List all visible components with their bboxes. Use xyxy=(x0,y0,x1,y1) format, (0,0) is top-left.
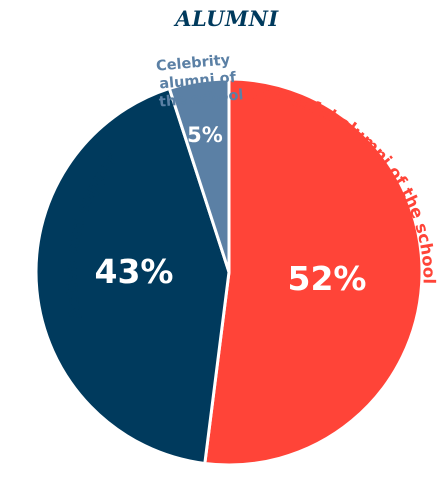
chart-title: ALUMNI xyxy=(173,6,279,31)
celebrity-label-line-1: Celebrity xyxy=(155,52,231,74)
pie-slice-successful xyxy=(203,77,424,467)
celebrity-label-line-3: the school xyxy=(158,87,244,110)
slice-value-label-successful: 52% xyxy=(288,259,367,298)
slice-value-label-active: 43% xyxy=(95,252,174,291)
slice-label-celebrity: Celebrity alumni of the school xyxy=(155,52,244,110)
pie-slice-celebrity xyxy=(167,77,231,274)
slice-value-label-celebrity: 5% xyxy=(187,123,223,147)
pie-slice-active xyxy=(34,86,231,465)
celebrity-label-line-2: alumni of xyxy=(159,70,238,93)
